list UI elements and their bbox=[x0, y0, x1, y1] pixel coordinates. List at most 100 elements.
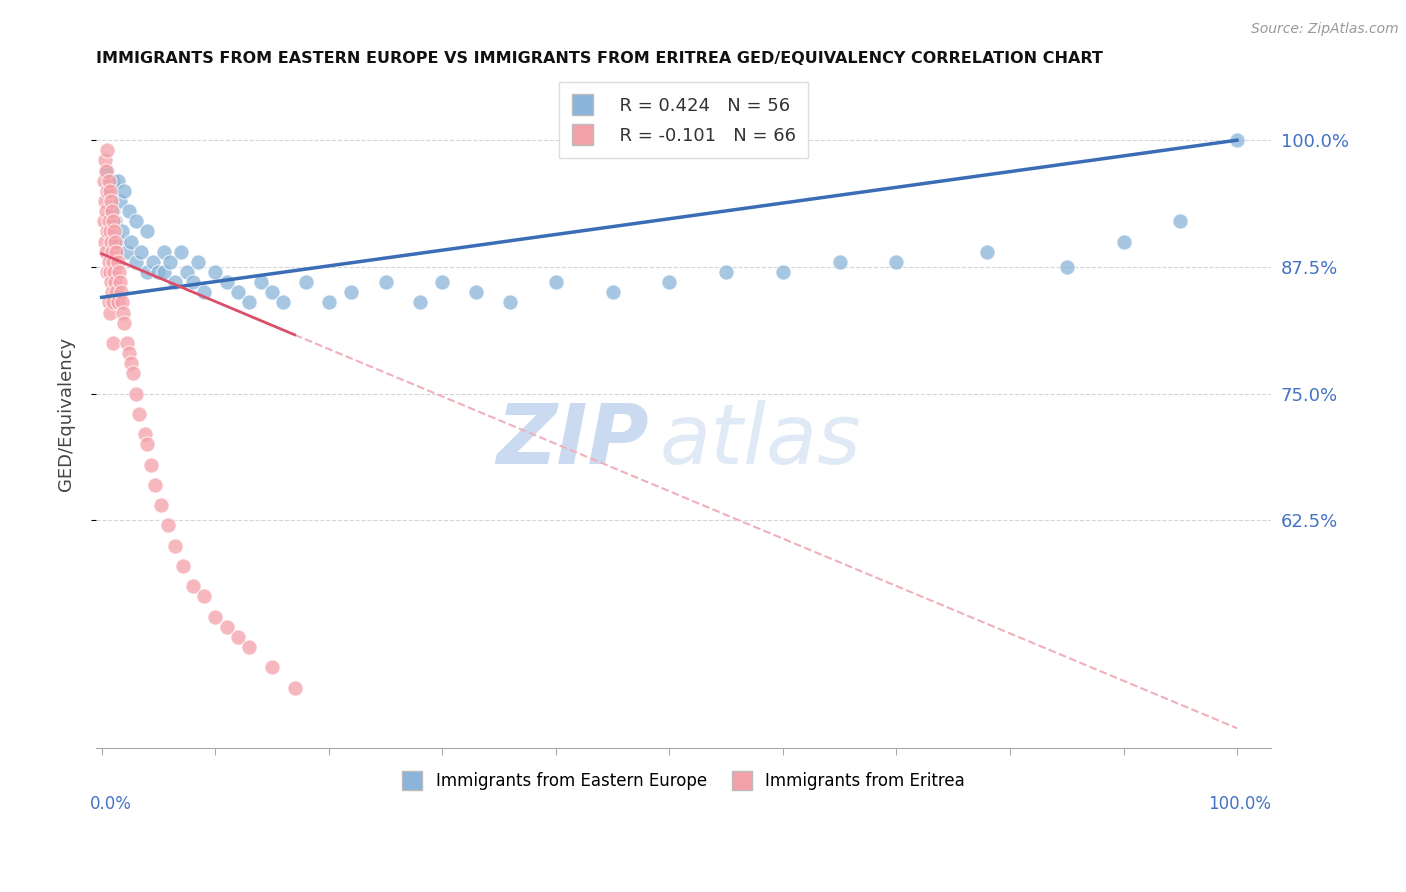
Point bbox=[94, 153, 117, 168]
Point bbox=[118, 204, 141, 219]
Point bbox=[125, 214, 148, 228]
Point bbox=[97, 174, 120, 188]
Point bbox=[96, 163, 118, 178]
Point bbox=[120, 235, 142, 249]
Point bbox=[100, 235, 122, 249]
Point bbox=[1056, 260, 1078, 274]
Point bbox=[828, 255, 851, 269]
Point bbox=[204, 265, 226, 279]
Point bbox=[260, 660, 283, 674]
Point bbox=[159, 255, 181, 269]
Point bbox=[94, 194, 117, 208]
Point bbox=[125, 386, 148, 401]
Point bbox=[238, 640, 260, 654]
Point bbox=[93, 174, 115, 188]
Point bbox=[98, 184, 121, 198]
Point bbox=[260, 285, 283, 300]
Point bbox=[149, 498, 172, 512]
Point bbox=[103, 224, 125, 238]
Point bbox=[499, 295, 522, 310]
Text: atlas: atlas bbox=[659, 401, 862, 481]
Point bbox=[172, 559, 194, 574]
Point bbox=[107, 174, 129, 188]
Point bbox=[142, 255, 165, 269]
Point bbox=[143, 478, 166, 492]
Point bbox=[131, 244, 153, 259]
Point bbox=[96, 184, 118, 198]
Point bbox=[122, 367, 145, 381]
Point bbox=[136, 437, 159, 451]
Point bbox=[165, 275, 187, 289]
Point bbox=[100, 194, 122, 208]
Point bbox=[112, 316, 135, 330]
Point bbox=[96, 265, 118, 279]
Point bbox=[136, 265, 159, 279]
Point bbox=[187, 255, 209, 269]
Point bbox=[148, 265, 170, 279]
Point bbox=[136, 224, 159, 238]
Point bbox=[118, 346, 141, 360]
Point bbox=[249, 275, 271, 289]
Point bbox=[125, 255, 148, 269]
Point bbox=[97, 214, 120, 228]
Point bbox=[96, 204, 118, 219]
Point bbox=[714, 265, 737, 279]
Point bbox=[165, 539, 187, 553]
Point bbox=[204, 609, 226, 624]
Point bbox=[658, 275, 681, 289]
Point bbox=[238, 295, 260, 310]
Point bbox=[115, 244, 138, 259]
Point bbox=[181, 275, 204, 289]
Point bbox=[153, 265, 176, 279]
Point bbox=[273, 295, 295, 310]
Point bbox=[120, 356, 142, 370]
Point bbox=[772, 265, 794, 279]
Point bbox=[111, 295, 134, 310]
Point bbox=[108, 194, 131, 208]
Point bbox=[465, 285, 488, 300]
Point bbox=[100, 275, 122, 289]
Point bbox=[96, 224, 118, 238]
Point bbox=[226, 630, 249, 644]
Text: 0.0%: 0.0% bbox=[90, 796, 132, 814]
Point bbox=[104, 235, 127, 249]
Point bbox=[107, 295, 129, 310]
Point bbox=[602, 285, 624, 300]
Text: ZIP: ZIP bbox=[496, 401, 648, 481]
Point bbox=[104, 214, 127, 228]
Point bbox=[93, 214, 115, 228]
Point bbox=[98, 224, 121, 238]
Text: IMMIGRANTS FROM EASTERN EUROPE VS IMMIGRANTS FROM ERITREA GED/EQUIVALENCY CORREL: IMMIGRANTS FROM EASTERN EUROPE VS IMMIGR… bbox=[96, 51, 1102, 66]
Point bbox=[134, 427, 156, 442]
Point bbox=[112, 305, 135, 319]
Point bbox=[108, 275, 131, 289]
Text: 100.0%: 100.0% bbox=[1208, 796, 1271, 814]
Point bbox=[156, 518, 179, 533]
Point bbox=[98, 265, 121, 279]
Point bbox=[295, 275, 318, 289]
Point bbox=[193, 590, 215, 604]
Point bbox=[96, 163, 118, 178]
Point bbox=[153, 244, 176, 259]
Point bbox=[408, 295, 430, 310]
Point bbox=[215, 275, 238, 289]
Point bbox=[318, 295, 340, 310]
Point bbox=[101, 204, 124, 219]
Point bbox=[284, 681, 307, 695]
Point bbox=[432, 275, 454, 289]
Y-axis label: GED/Equivalency: GED/Equivalency bbox=[58, 337, 75, 491]
Point bbox=[101, 285, 124, 300]
Point bbox=[544, 275, 567, 289]
Point bbox=[98, 305, 121, 319]
Point bbox=[886, 255, 908, 269]
Point bbox=[101, 335, 124, 350]
Point bbox=[96, 244, 118, 259]
Point bbox=[97, 255, 120, 269]
Point bbox=[128, 407, 150, 421]
Point bbox=[101, 244, 124, 259]
Point bbox=[100, 184, 122, 198]
Text: Source: ZipAtlas.com: Source: ZipAtlas.com bbox=[1251, 22, 1399, 37]
Point bbox=[215, 620, 238, 634]
Point bbox=[103, 265, 125, 279]
Point bbox=[111, 224, 134, 238]
